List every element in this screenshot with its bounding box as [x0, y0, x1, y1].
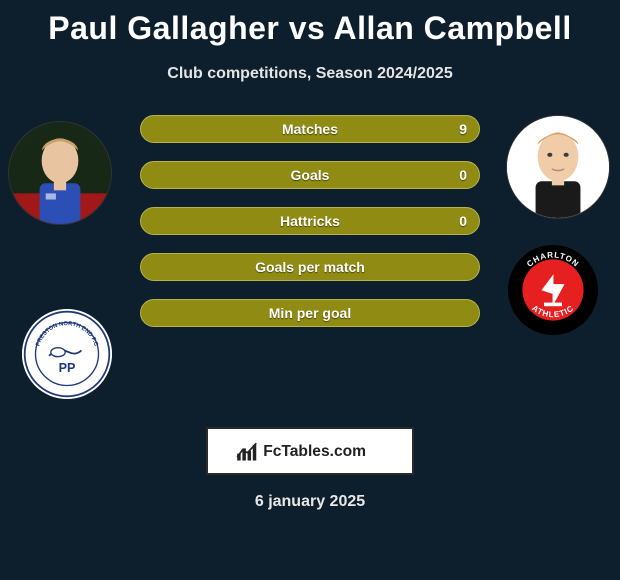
stat-right-value [455, 300, 479, 326]
brand-badge: FcTables.com [206, 427, 414, 475]
stat-left-value [141, 300, 165, 326]
stat-label: Matches [282, 121, 338, 137]
stat-label: Min per goal [269, 305, 351, 321]
stat-left-value [141, 254, 165, 280]
vs-separator: vs [289, 10, 334, 46]
stat-rows: Matches 9 Goals 0 Hattricks 0 Goals per match M… [140, 115, 480, 327]
stat-left-value [141, 208, 165, 234]
player1-club-badge: PP PRESTON NORTH END F.C [22, 309, 112, 399]
stat-left-value [141, 116, 165, 142]
stat-right-value: 0 [447, 162, 479, 188]
page-title: Paul Gallagher vs Allan Campbell [0, 0, 620, 47]
stat-label: Goals [291, 167, 330, 183]
stat-right-value: 9 [447, 116, 479, 142]
player2-name: Allan Campbell [334, 10, 572, 46]
player2-avatar [506, 115, 610, 219]
comparison-area: PP PRESTON NORTH END F.C CHARLTON ATHLET… [0, 115, 620, 415]
player2-club-badge: CHARLTON ATHLETIC [508, 245, 598, 335]
stat-label: Goals per match [255, 259, 365, 275]
stat-row: Hattricks 0 [140, 207, 480, 235]
brand-text: FcTables.com [263, 443, 366, 460]
stat-right-value [455, 254, 479, 280]
subtitle: Club competitions, Season 2024/2025 [0, 65, 620, 83]
stat-right-value: 0 [447, 208, 479, 234]
stat-row: Goals per match [140, 253, 480, 281]
player1-avatar [8, 121, 112, 225]
stat-row: Goals 0 [140, 161, 480, 189]
stat-row: Matches 9 [140, 115, 480, 143]
date-line: 6 january 2025 [0, 493, 620, 511]
stat-left-value [141, 162, 165, 188]
stat-label: Hattricks [280, 213, 340, 229]
player1-name: Paul Gallagher [48, 10, 279, 46]
svg-text:PP: PP [59, 361, 76, 375]
stat-row: Min per goal [140, 299, 480, 327]
